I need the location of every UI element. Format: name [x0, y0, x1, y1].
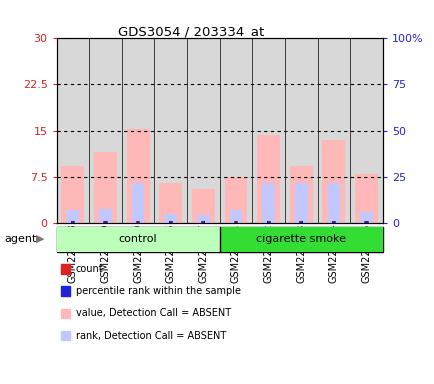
Bar: [266, 221, 270, 223]
Text: rank, Detection Call = ABSENT: rank, Detection Call = ABSENT: [76, 331, 225, 341]
Bar: [164, 214, 177, 223]
Text: control: control: [118, 234, 157, 244]
Bar: [289, 166, 312, 223]
Bar: [317, 38, 349, 223]
Bar: [89, 38, 122, 223]
Bar: [349, 38, 382, 223]
Bar: [299, 222, 302, 223]
Bar: [252, 38, 284, 223]
Bar: [364, 221, 368, 223]
Bar: [159, 183, 182, 223]
Bar: [136, 222, 139, 223]
Bar: [61, 166, 84, 223]
Text: ▶: ▶: [36, 234, 44, 244]
Bar: [103, 221, 107, 223]
Text: count: count: [76, 264, 103, 274]
Bar: [104, 222, 107, 223]
Bar: [266, 222, 270, 223]
Bar: [354, 174, 377, 223]
Bar: [256, 135, 279, 223]
Text: cigarette smoke: cigarette smoke: [256, 234, 345, 244]
Text: agent: agent: [4, 234, 36, 244]
Bar: [126, 129, 149, 223]
Bar: [233, 221, 237, 223]
Bar: [219, 227, 382, 252]
Bar: [187, 38, 219, 223]
Bar: [56, 227, 219, 252]
Bar: [229, 210, 242, 223]
Text: percentile rank within the sample: percentile rank within the sample: [76, 286, 240, 296]
Bar: [299, 221, 302, 223]
Bar: [262, 183, 274, 223]
Bar: [294, 183, 307, 223]
Text: GDS3054 / 203334_at: GDS3054 / 203334_at: [118, 25, 264, 38]
Text: value, Detection Call = ABSENT: value, Detection Call = ABSENT: [76, 308, 230, 318]
Bar: [322, 140, 345, 223]
Bar: [359, 212, 372, 223]
Bar: [284, 38, 317, 223]
Bar: [169, 222, 172, 223]
Bar: [99, 209, 112, 223]
Bar: [71, 221, 75, 223]
Bar: [71, 222, 74, 223]
Bar: [132, 183, 144, 223]
Bar: [197, 215, 209, 223]
Bar: [136, 221, 140, 223]
Bar: [219, 38, 252, 223]
Bar: [154, 38, 187, 223]
Bar: [331, 221, 335, 223]
Bar: [56, 38, 89, 223]
Bar: [66, 210, 79, 223]
Bar: [234, 222, 237, 223]
Bar: [201, 222, 204, 223]
Bar: [224, 177, 247, 223]
Bar: [122, 38, 154, 223]
Bar: [327, 183, 339, 223]
Bar: [94, 152, 117, 223]
Bar: [201, 221, 205, 223]
Bar: [191, 189, 214, 223]
Bar: [332, 222, 335, 223]
Bar: [168, 221, 172, 223]
Bar: [364, 222, 367, 223]
